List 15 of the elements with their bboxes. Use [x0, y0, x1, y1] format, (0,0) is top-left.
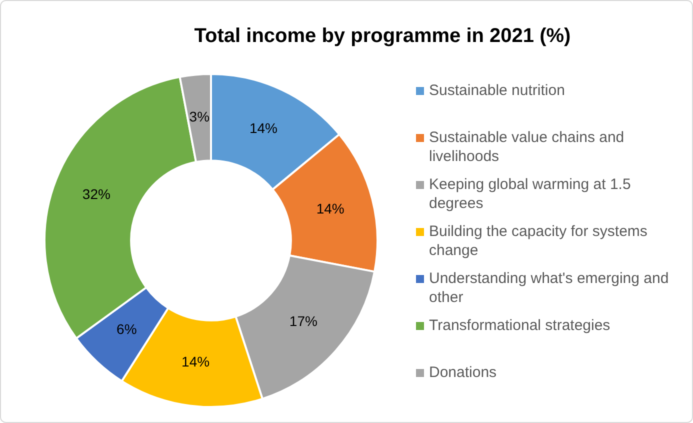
legend-label: Transformational strategies [429, 316, 610, 335]
data-label: 14% [316, 200, 344, 217]
data-label: 3% [189, 108, 210, 125]
data-label: 32% [82, 186, 110, 202]
data-label: 14% [249, 120, 278, 136]
data-label: 14% [182, 354, 210, 370]
legend-label: Sustainable nutrition [429, 81, 565, 100]
data-label: 6% [116, 321, 137, 338]
legend-label: Donations [429, 363, 497, 382]
data-label: 17% [289, 312, 318, 329]
chart-title: Total income by programme in 2021 (%) [193, 25, 572, 48]
legend-label: Keeping global warming at 1.5 degrees [429, 175, 632, 213]
legend-label: Understanding what's emerging and other [429, 269, 670, 307]
legend-label: Sustainable value chains and livelihoods [429, 128, 626, 166]
legend-label: Building the capacity for systems change [429, 222, 648, 260]
